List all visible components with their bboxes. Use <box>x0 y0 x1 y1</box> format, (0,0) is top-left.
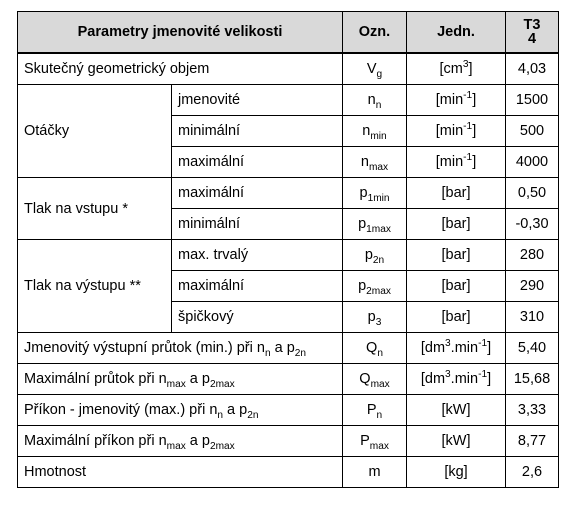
header-model-line2: 4 <box>527 31 537 47</box>
row-symbol: p2max <box>342 270 407 302</box>
row-value: 2,6 <box>505 456 559 488</box>
row-unit: [cm3] <box>406 52 506 85</box>
header-parameter: Parametry jmenovité velikosti <box>17 11 343 54</box>
row-value: 500 <box>505 115 559 147</box>
sub-label: maximální <box>171 146 343 178</box>
row-unit: [bar] <box>406 239 506 271</box>
group-label: Tlak na vstupu * <box>17 177 172 240</box>
row-symbol: Pmax <box>342 425 407 457</box>
row-value: -0,30 <box>505 208 559 240</box>
row-value: 0,50 <box>505 177 559 209</box>
table-row: Maximální průtok při nmax a p2max Qmax [… <box>17 363 559 395</box>
sub-label: max. trvalý <box>171 239 343 271</box>
row-label: Příkon - jmenovitý (max.) při nn a p2n <box>17 394 343 426</box>
sub-label: maximální <box>171 270 343 302</box>
row-symbol: nmin <box>342 115 407 147</box>
sub-label: maximální <box>171 177 343 209</box>
header-unit: Jedn. <box>406 11 506 54</box>
row-value: 280 <box>505 239 559 271</box>
row-unit: [min-1] <box>406 115 506 147</box>
table-row: Hmotnost m [kg] 2,6 <box>17 456 559 488</box>
group-label: Otáčky <box>17 84 172 178</box>
row-label: Hmotnost <box>17 456 343 488</box>
table-row: Tlak na výstupu ** max. trvalý p2n [bar]… <box>17 239 559 333</box>
header-model-line1: T3 <box>523 16 541 33</box>
table-row: Otáčky jmenovité nn [min-1] 1500 <box>17 84 559 178</box>
row-symbol: Pn <box>342 394 407 426</box>
row-symbol: Vg <box>342 52 407 85</box>
row-unit: [bar] <box>406 301 506 333</box>
table-row: špičkový p3 [bar] 310 <box>18 301 559 333</box>
row-symbol: nn <box>342 84 407 116</box>
sub-label: jmenovité <box>171 84 343 116</box>
header-row: Parametry jmenovité velikosti Ozn. Jedn.… <box>17 11 559 54</box>
row-unit: [kg] <box>406 456 506 488</box>
row-unit: [bar] <box>406 270 506 302</box>
table-row: Jmenovitý výstupní průtok (min.) při nn … <box>17 332 559 364</box>
row-unit: [bar] <box>406 208 506 240</box>
row-label: Maximální průtok při nmax a p2max <box>17 363 343 395</box>
table-row: minimální nmin [min-1] 500 <box>18 115 559 147</box>
row-unit: [dm3.min-1] <box>406 332 506 364</box>
row-value: 15,68 <box>505 363 559 395</box>
table-row: minimální p1max [bar] -0,30 <box>18 208 559 240</box>
table-row: maximální p2max [bar] 290 <box>18 270 559 302</box>
sub-label: minimální <box>171 208 343 240</box>
parameters-table: Parametry jmenovité velikosti Ozn. Jedn.… <box>17 11 559 488</box>
row-value: 290 <box>505 270 559 302</box>
row-value: 4000 <box>505 146 559 178</box>
table-row: Příkon - jmenovitý (max.) při nn a p2n P… <box>17 394 559 426</box>
header-symbol: Ozn. <box>342 11 407 54</box>
row-symbol: p1min <box>342 177 407 209</box>
row-symbol: m <box>342 456 407 488</box>
table-row: Tlak na vstupu * maximální p1min [bar] 0… <box>17 177 559 240</box>
row-unit: [bar] <box>406 177 506 209</box>
row-value: 3,33 <box>505 394 559 426</box>
header-model: T3 4 <box>505 11 559 54</box>
row-unit: [dm3.min-1] <box>406 363 506 395</box>
row-symbol: nmax <box>342 146 407 178</box>
sub-label: minimální <box>171 115 343 147</box>
row-label: Jmenovitý výstupní průtok (min.) při nn … <box>17 332 343 364</box>
row-unit: [kW] <box>406 425 506 457</box>
row-symbol: p3 <box>342 301 407 333</box>
row-value: 8,77 <box>505 425 559 457</box>
row-value: 1500 <box>505 84 559 116</box>
row-unit: [min-1] <box>406 84 506 116</box>
group-label: Tlak na výstupu ** <box>17 239 172 333</box>
row-symbol: Qn <box>342 332 407 364</box>
row-value: 4,03 <box>505 52 559 85</box>
row-value: 5,40 <box>505 332 559 364</box>
row-symbol: p1max <box>342 208 407 240</box>
row-label: Skutečný geometrický objem <box>17 52 343 85</box>
table-row: Skutečný geometrický objem Vg [cm3] 4,03 <box>17 52 559 85</box>
row-unit: [kW] <box>406 394 506 426</box>
row-symbol: p2n <box>342 239 407 271</box>
row-value: 310 <box>505 301 559 333</box>
row-unit: [min-1] <box>406 146 506 178</box>
row-symbol: Qmax <box>342 363 407 395</box>
table-row: Maximální příkon při nmax a p2max Pmax [… <box>17 425 559 457</box>
sub-label: špičkový <box>171 301 343 333</box>
row-label: Maximální příkon při nmax a p2max <box>17 425 343 457</box>
